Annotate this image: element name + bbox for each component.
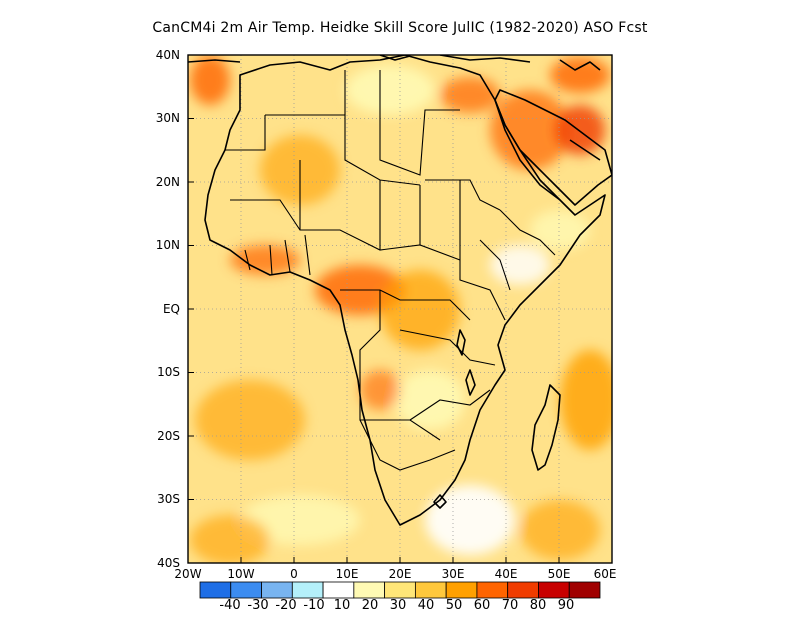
lon-label-20e: 20E bbox=[388, 567, 412, 581]
colorbar-label: -20 bbox=[275, 598, 297, 613]
lat-label-40n: 40N bbox=[155, 48, 180, 62]
coastlines bbox=[188, 55, 612, 526]
chart-title: CanCM4i 2m Air Temp. Heidke Skill Score … bbox=[152, 20, 648, 36]
colorbar-swatch bbox=[476, 581, 509, 599]
lat-label-40s: 40S bbox=[157, 556, 180, 570]
colorbar-swatch bbox=[445, 581, 478, 599]
colorbar-label: -10 bbox=[303, 598, 325, 613]
lon-label-40e: 40E bbox=[494, 567, 518, 581]
colorbar-label: 60 bbox=[473, 598, 491, 613]
lat-label-10s: 10S bbox=[157, 365, 180, 379]
lon-label-60e: 60E bbox=[593, 567, 617, 581]
colorbar-swatch bbox=[199, 581, 232, 599]
colorbar-label: 50 bbox=[445, 598, 463, 613]
colorbar-label: 10 bbox=[333, 598, 351, 613]
colorbar-swatch bbox=[507, 581, 539, 599]
colorbar-label: 40 bbox=[417, 598, 435, 613]
lat-label-20s: 20S bbox=[157, 429, 180, 443]
colorbar-swatch bbox=[230, 581, 262, 599]
axis-ticks bbox=[188, 54, 560, 564]
colorbar-swatch bbox=[291, 581, 324, 599]
lon-label-50e: 50E bbox=[547, 567, 571, 581]
colorbar-swatch bbox=[414, 581, 447, 599]
lat-label-30s: 30S bbox=[157, 492, 180, 506]
lon-label-30e: 30E bbox=[441, 567, 465, 581]
lon-label-10w: 10W bbox=[227, 567, 255, 581]
country-borders bbox=[225, 70, 556, 471]
colorbar-label: 20 bbox=[361, 598, 379, 613]
lat-label-20n: 20N bbox=[155, 175, 180, 189]
colorbar-swatch bbox=[538, 581, 570, 599]
colorbar-swatch bbox=[322, 581, 355, 599]
lat-label-eq: EQ bbox=[162, 302, 180, 316]
colorbar-swatch bbox=[353, 581, 386, 599]
colorbar-swatch bbox=[568, 581, 601, 599]
skill-score-field bbox=[188, 55, 612, 563]
colorbar-swatch bbox=[261, 581, 293, 599]
colorbar-label: 30 bbox=[389, 598, 407, 613]
colorbar-label: 80 bbox=[529, 598, 547, 613]
lon-label-0: 0 bbox=[290, 567, 298, 581]
lat-label-30n: 30N bbox=[155, 111, 180, 125]
lon-label-20w: 20W bbox=[174, 567, 202, 581]
colorbar-label: -40 bbox=[219, 598, 241, 613]
colorbar-label: 70 bbox=[501, 598, 519, 613]
colorbar-swatch bbox=[384, 581, 416, 599]
colorbar-label: 90 bbox=[557, 598, 575, 613]
colorbar-label: -30 bbox=[247, 598, 269, 613]
lon-label-10e: 10E bbox=[335, 567, 359, 581]
lat-label-10n: 10N bbox=[155, 238, 180, 252]
colorbar bbox=[199, 581, 601, 599]
